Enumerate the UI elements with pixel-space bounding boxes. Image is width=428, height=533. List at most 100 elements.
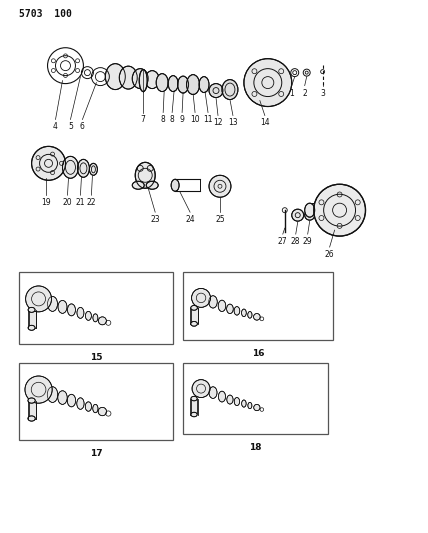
Ellipse shape [58,301,67,313]
Bar [191,399,197,413]
Ellipse shape [132,69,148,88]
Ellipse shape [248,311,252,318]
Ellipse shape [89,163,98,175]
Ellipse shape [227,395,233,404]
Ellipse shape [93,314,98,322]
Text: 25: 25 [215,215,225,224]
Text: 16: 16 [252,349,264,358]
Bar [29,310,36,328]
Ellipse shape [105,63,125,90]
Ellipse shape [242,400,246,407]
Ellipse shape [191,305,197,310]
Text: 6: 6 [80,123,85,132]
Ellipse shape [241,309,246,317]
Circle shape [25,376,52,403]
Circle shape [209,84,223,98]
Ellipse shape [135,163,155,188]
Text: 4: 4 [53,123,58,132]
Ellipse shape [171,179,179,191]
Ellipse shape [132,181,144,189]
Circle shape [98,407,107,416]
Text: 7: 7 [141,116,146,125]
Bar [183,362,327,434]
Ellipse shape [209,296,217,308]
Text: 23: 23 [150,215,160,224]
Text: 27: 27 [278,237,288,246]
Ellipse shape [234,398,240,406]
Ellipse shape [139,70,147,92]
Text: 21: 21 [76,198,85,207]
Ellipse shape [28,416,35,421]
Bar [19,362,173,440]
Text: 12: 12 [213,118,223,127]
Text: 24: 24 [185,215,195,224]
Ellipse shape [77,308,84,318]
Ellipse shape [119,66,137,89]
Ellipse shape [156,74,168,92]
Ellipse shape [222,79,238,100]
Ellipse shape [191,412,197,417]
Text: 1: 1 [289,88,294,98]
Ellipse shape [62,156,78,178]
Bar [29,401,36,419]
Bar [191,308,198,323]
Text: 19: 19 [41,198,51,207]
Text: 13: 13 [228,118,238,127]
Ellipse shape [85,402,92,411]
Ellipse shape [48,296,57,311]
Text: 29: 29 [303,237,312,246]
Ellipse shape [178,76,189,93]
Circle shape [314,184,366,236]
Ellipse shape [234,306,240,315]
Bar [310,203,332,217]
Ellipse shape [77,159,89,177]
Text: 3: 3 [320,88,325,98]
Ellipse shape [218,391,226,402]
Text: 10: 10 [190,116,200,125]
Ellipse shape [28,308,35,312]
Text: 8: 8 [161,116,166,125]
Circle shape [305,210,315,220]
Circle shape [26,286,51,312]
Ellipse shape [93,405,98,413]
Ellipse shape [86,311,92,320]
Ellipse shape [248,402,252,409]
Ellipse shape [145,71,159,88]
Ellipse shape [191,397,197,401]
Text: 5703  100: 5703 100 [19,9,71,19]
Ellipse shape [199,77,209,93]
Ellipse shape [168,76,178,92]
Ellipse shape [28,398,35,403]
Ellipse shape [47,387,58,402]
Text: 2: 2 [302,88,307,98]
Bar [183,272,333,340]
Ellipse shape [227,304,233,313]
Ellipse shape [146,181,158,189]
Ellipse shape [218,300,226,312]
Ellipse shape [187,75,199,94]
Circle shape [192,288,211,308]
Ellipse shape [67,394,76,407]
Ellipse shape [77,398,84,409]
Bar [19,272,173,344]
Text: 11: 11 [203,116,213,125]
Text: 17: 17 [89,449,102,458]
Ellipse shape [28,325,35,330]
Text: 26: 26 [325,250,334,259]
Text: 5: 5 [68,123,73,132]
Ellipse shape [58,391,67,405]
Circle shape [253,313,260,320]
Circle shape [244,59,292,107]
Text: 15: 15 [89,353,102,362]
Circle shape [98,317,106,325]
Text: 9: 9 [180,116,184,125]
Text: 20: 20 [62,198,72,207]
Circle shape [254,405,260,411]
Text: 22: 22 [86,198,96,207]
Text: 18: 18 [249,443,262,453]
Ellipse shape [191,321,197,326]
Ellipse shape [209,387,217,399]
Circle shape [192,379,210,398]
Text: 8: 8 [170,116,175,125]
Ellipse shape [305,203,315,217]
